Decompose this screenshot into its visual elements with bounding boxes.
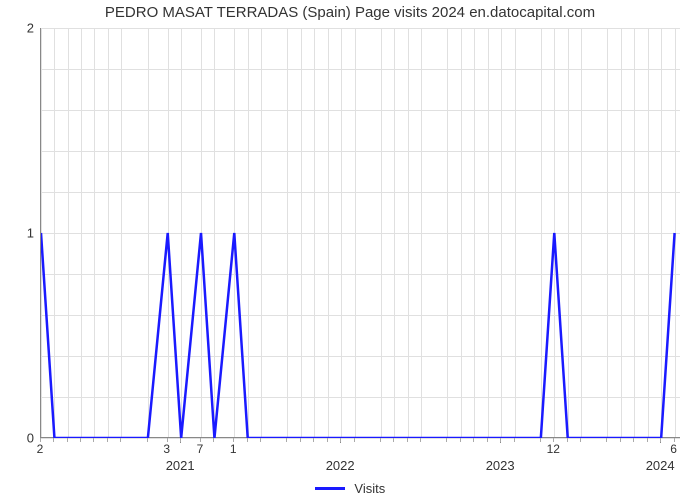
xtick-minor <box>500 438 501 442</box>
xtick-minor <box>313 438 314 442</box>
xtick-minor <box>247 438 248 442</box>
xtick-major: 2023 <box>486 458 515 473</box>
xtick-value-label: 6 <box>670 442 677 456</box>
xtick-minor <box>260 438 261 442</box>
ytick-label: 0 <box>27 431 34 446</box>
xtick-minor <box>393 438 394 442</box>
grid-h <box>41 438 680 439</box>
xtick-minor <box>473 438 474 442</box>
ytick-label: 2 <box>27 21 34 36</box>
chart-container: PEDRO MASAT TERRADAS (Spain) Page visits… <box>0 0 700 500</box>
xtick-minor <box>300 438 301 442</box>
xtick-minor <box>540 438 541 442</box>
xtick-minor <box>286 438 287 442</box>
xtick-value-label: 1 <box>230 442 237 456</box>
xtick-minor <box>633 438 634 442</box>
xtick-value-label: 3 <box>163 442 170 456</box>
xtick-value-label: 2 <box>37 442 44 456</box>
xtick-minor <box>213 438 214 442</box>
xtick-minor <box>647 438 648 442</box>
xtick-minor <box>120 438 121 442</box>
xtick-value-label: 7 <box>197 442 204 456</box>
series-line <box>41 28 681 438</box>
xtick-minor <box>420 438 421 442</box>
xtick-minor <box>567 438 568 442</box>
legend-label: Visits <box>354 481 385 496</box>
plot-area <box>40 28 680 438</box>
xtick-minor <box>407 438 408 442</box>
legend-swatch <box>315 487 345 490</box>
xtick-value-label: 12 <box>547 442 560 456</box>
xtick-minor <box>327 438 328 442</box>
xtick-minor <box>354 438 355 442</box>
xtick-minor <box>67 438 68 442</box>
xtick-major: 2024 <box>646 458 675 473</box>
xtick-major: 2022 <box>326 458 355 473</box>
xtick-minor <box>107 438 108 442</box>
legend: Visits <box>0 480 700 496</box>
xtick-minor <box>380 438 381 442</box>
xtick-minor <box>53 438 54 442</box>
xtick-minor <box>80 438 81 442</box>
xtick-minor <box>460 438 461 442</box>
xtick-major: 2021 <box>166 458 195 473</box>
xtick-minor <box>93 438 94 442</box>
xtick-minor <box>340 438 341 442</box>
xtick-minor <box>580 438 581 442</box>
xtick-minor <box>606 438 607 442</box>
xtick-minor <box>446 438 447 442</box>
xtick-minor <box>660 438 661 442</box>
xtick-minor <box>180 438 181 442</box>
xtick-minor <box>487 438 488 442</box>
xtick-minor <box>147 438 148 442</box>
chart-title: PEDRO MASAT TERRADAS (Spain) Page visits… <box>0 4 700 21</box>
xtick-minor <box>620 438 621 442</box>
xtick-minor <box>514 438 515 442</box>
ytick-label: 1 <box>27 226 34 241</box>
